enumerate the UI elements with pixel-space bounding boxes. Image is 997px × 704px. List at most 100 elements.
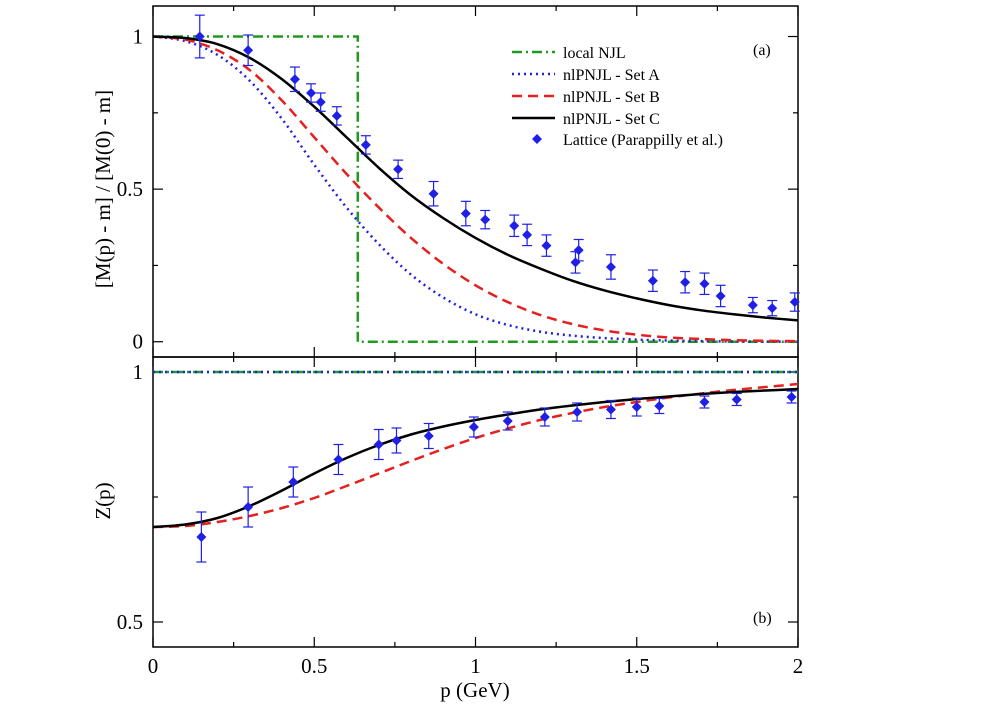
- legend-label-set-c: nlPNJL - Set C: [563, 111, 660, 128]
- lattice-point-a-16: [605, 254, 616, 280]
- lattice-marker: [767, 303, 778, 314]
- lattice-marker: [789, 297, 800, 308]
- lattice-point-b-12: [631, 397, 642, 417]
- lattice-marker: [480, 214, 491, 225]
- lattice-marker: [541, 240, 552, 251]
- lattice-marker: [360, 139, 371, 150]
- lattice-point-a-18: [680, 270, 691, 294]
- lattice-marker: [572, 407, 583, 417]
- lattice-marker: [393, 164, 404, 175]
- lattice-marker: [289, 74, 300, 85]
- lattice-marker: [747, 300, 758, 311]
- y-tick-label: 1: [133, 360, 144, 384]
- legend-label-local-njl: local NJL: [563, 45, 626, 62]
- legend-entry-lattice: Lattice (Parappilly et al.): [532, 132, 723, 149]
- legend-entry-set-c: nlPNJL - Set C: [512, 111, 660, 128]
- lattice-point-b-4: [373, 428, 384, 461]
- lattice-point-a-12: [522, 223, 533, 247]
- y-tick-label: 0.5: [117, 177, 143, 201]
- legend-label-set-b: nlPNJL - Set B: [563, 89, 660, 106]
- legend-swatch-lattice: [532, 134, 542, 144]
- legend-label-lattice: Lattice (Parappilly et al.): [563, 132, 723, 149]
- lattice-marker: [570, 257, 581, 268]
- x-tick-label: 0: [148, 654, 159, 678]
- lattice-point-a-22: [767, 299, 778, 317]
- curve-nlpnjl-set-b-b: [152, 382, 799, 529]
- lattice-marker: [715, 290, 726, 301]
- lattice-point-a-1: [243, 34, 254, 67]
- lattice-point-a-8: [428, 180, 439, 207]
- lattice-point-b-16: [786, 390, 797, 404]
- lattice-marker: [699, 278, 710, 289]
- legend-label-set-a: nlPNJL - Set A: [563, 67, 660, 84]
- lattice-point-b-15: [731, 392, 742, 407]
- lattice-point-a-23: [789, 292, 800, 312]
- lattice-point-b-8: [502, 411, 513, 431]
- lattice-marker: [373, 439, 384, 450]
- lattice-point-a-2: [289, 66, 300, 93]
- lattice-point-b-14: [699, 395, 710, 409]
- lattice-marker: [243, 502, 254, 512]
- lattice-marker: [699, 397, 710, 407]
- lattice-marker: [333, 454, 344, 465]
- lattice-marker: [647, 275, 658, 286]
- lattice-point-b-6: [423, 422, 434, 450]
- lattice-marker: [502, 416, 513, 426]
- panel-a: (a) [M(p) - m] / [M(0) - m] 0 0.5 1 local …: [91, 5, 800, 358]
- x-tick-label: 1.5: [624, 654, 650, 678]
- lattice-point-b-13: [654, 397, 665, 415]
- lattice-marker: [573, 245, 584, 256]
- lattice-point-a-15: [573, 238, 584, 262]
- lattice-point-a-4: [315, 92, 326, 112]
- lattice-point-a-7: [393, 159, 404, 180]
- lattice-point-b-5: [391, 427, 402, 454]
- lattice-point-b-2: [288, 466, 299, 498]
- lattice-point-b-0: [196, 511, 207, 563]
- legend-entry-set-b: nlPNJL - Set B: [512, 89, 660, 106]
- lattice-point-a-19: [699, 272, 710, 296]
- lattice-marker: [731, 394, 742, 405]
- curve-nlpnjl-set-b-a: [152, 35, 799, 343]
- lattice-marker: [194, 31, 205, 42]
- curve-nlpnjl-set-c-a: [152, 35, 799, 322]
- lattice-marker: [306, 87, 317, 98]
- panel-b-ylabel: Z(p): [91, 482, 115, 519]
- lattice-point-a-3: [306, 83, 317, 103]
- lattice-marker: [391, 435, 402, 446]
- lattice-point-a-14: [570, 251, 581, 274]
- lattice-point-a-20: [715, 284, 726, 308]
- curve-local-njl-a: [153, 35, 798, 343]
- lattice-point-b-11: [605, 399, 616, 420]
- lattice-marker: [605, 404, 616, 415]
- lattice-point-a-10: [480, 209, 491, 230]
- panel-b-label: (b): [753, 610, 772, 627]
- legend-entry-local-njl: local NJL: [512, 45, 626, 62]
- curve-nlpnjl-set-c-b: [152, 387, 799, 529]
- legend-entry-set-a: nlPNJL - Set A: [512, 67, 660, 84]
- legend: local NJL nlPNJL - Set A nlPNJL - Set B …: [512, 45, 723, 149]
- lattice-marker: [331, 110, 342, 121]
- lattice-marker: [680, 277, 691, 288]
- x-tick-label: 0.5: [301, 654, 327, 678]
- lattice-marker: [539, 412, 550, 422]
- panel-a-label: (a): [753, 42, 771, 59]
- x-axis-label: p (GeV): [440, 678, 509, 702]
- y-tick-label: 0: [133, 330, 144, 354]
- lattice-point-a-6: [360, 135, 371, 155]
- lattice-point-b-3: [333, 443, 344, 476]
- lattice-point-a-17: [647, 269, 658, 292]
- lattice-marker: [423, 431, 434, 441]
- x-tick-label: 2: [793, 654, 804, 678]
- lattice-marker: [786, 392, 797, 402]
- lattice-point-b-10: [572, 402, 583, 422]
- lattice-marker: [654, 401, 665, 411]
- lattice-point-a-11: [509, 214, 520, 238]
- y-tick-label: 1: [133, 25, 144, 49]
- lattice-point-a-5: [331, 106, 342, 126]
- x-tick-label: 1: [470, 654, 481, 678]
- lattice-point-a-13: [541, 234, 552, 257]
- lattice-marker: [468, 422, 479, 432]
- lattice-marker: [243, 45, 254, 56]
- lattice-marker: [460, 208, 471, 219]
- lattice-point-a-0: [194, 14, 205, 59]
